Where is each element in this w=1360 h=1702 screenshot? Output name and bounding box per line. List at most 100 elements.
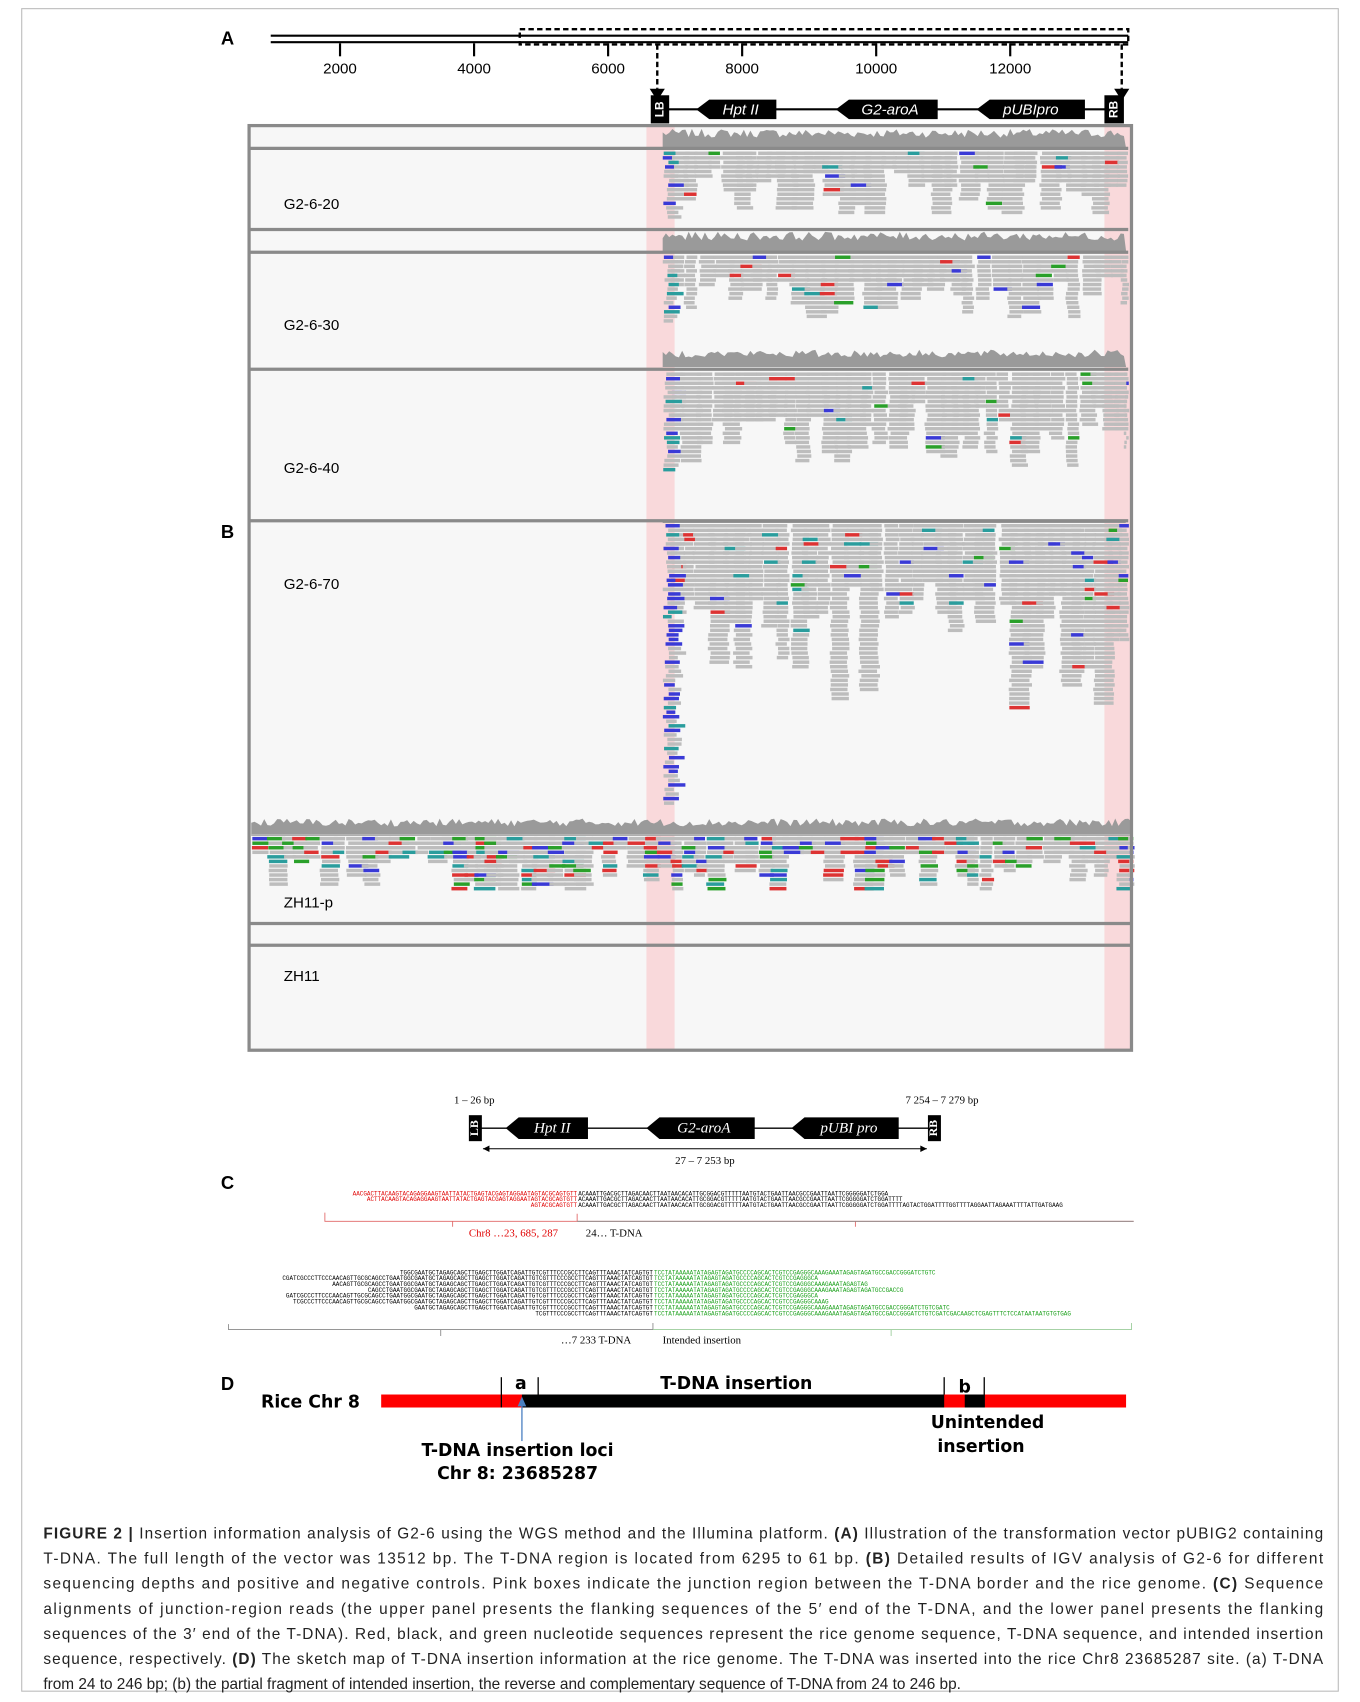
read <box>975 372 986 375</box>
read <box>844 547 861 550</box>
read <box>643 869 659 872</box>
read <box>1106 574 1119 577</box>
read <box>1034 395 1051 398</box>
read <box>890 873 906 876</box>
read <box>735 620 752 623</box>
read <box>667 274 677 277</box>
read <box>1072 638 1085 641</box>
read <box>797 418 811 421</box>
read <box>777 556 788 559</box>
region-label: a <box>515 1374 527 1394</box>
read <box>701 265 717 268</box>
read <box>1106 538 1119 541</box>
read <box>666 418 681 421</box>
read <box>830 660 847 663</box>
read <box>811 851 826 854</box>
read <box>428 860 447 863</box>
read <box>745 851 758 854</box>
read <box>820 296 837 299</box>
read <box>764 620 780 623</box>
read <box>795 377 809 380</box>
read <box>945 152 958 155</box>
read <box>885 606 899 609</box>
caption-line: sequences of the 3′ end of the T-DNA). R… <box>43 1626 1323 1643</box>
read <box>1007 283 1021 286</box>
read <box>869 551 882 554</box>
read <box>981 882 993 885</box>
read <box>772 864 789 867</box>
read <box>669 770 678 773</box>
read <box>362 864 378 867</box>
read <box>750 547 764 550</box>
read <box>988 174 1004 177</box>
read <box>1007 287 1021 290</box>
read <box>667 738 682 741</box>
read <box>293 855 308 858</box>
read <box>832 588 849 591</box>
read <box>986 404 997 407</box>
read <box>775 529 786 532</box>
read <box>696 413 711 416</box>
read <box>696 860 707 863</box>
read <box>1071 551 1084 554</box>
read <box>724 846 736 849</box>
read <box>786 409 797 412</box>
read <box>1096 274 1113 277</box>
read <box>736 610 753 613</box>
tick-label: 10000 <box>855 61 897 78</box>
read <box>665 665 679 668</box>
read <box>603 873 617 876</box>
read <box>974 606 994 609</box>
read <box>612 846 627 849</box>
read <box>860 377 871 380</box>
read <box>1084 651 1095 654</box>
read <box>870 547 883 550</box>
read <box>865 878 884 881</box>
read <box>945 161 958 164</box>
read <box>860 615 879 618</box>
read <box>775 642 786 645</box>
read <box>695 851 706 854</box>
read <box>791 638 807 641</box>
read <box>830 679 847 682</box>
read <box>699 260 715 263</box>
read <box>804 615 819 618</box>
read <box>1008 301 1022 304</box>
read <box>377 846 393 849</box>
read <box>320 869 338 872</box>
read <box>778 647 789 650</box>
read <box>987 427 998 430</box>
read <box>664 788 673 791</box>
read <box>708 638 728 641</box>
read <box>817 574 829 577</box>
range-label: 7 254 – 7 279 bp <box>906 1094 979 1106</box>
read <box>664 315 677 318</box>
read <box>1118 547 1128 550</box>
read <box>863 165 884 168</box>
read <box>668 583 683 586</box>
read <box>961 269 972 272</box>
track-label: G2-6-40 <box>284 460 340 477</box>
read <box>869 524 882 527</box>
read <box>736 601 753 604</box>
read <box>1037 287 1053 290</box>
read <box>888 436 907 439</box>
read <box>777 538 788 541</box>
read <box>1080 418 1096 421</box>
read <box>1071 529 1084 532</box>
read <box>996 377 1008 380</box>
read <box>885 579 899 582</box>
read <box>1095 674 1115 677</box>
read <box>1040 193 1060 196</box>
read <box>629 837 648 840</box>
read <box>882 156 897 159</box>
read <box>771 869 788 872</box>
read <box>683 533 694 536</box>
read <box>683 529 694 532</box>
read <box>1091 206 1108 209</box>
read <box>1010 454 1026 457</box>
read <box>762 588 778 591</box>
read <box>821 306 838 309</box>
read <box>1009 306 1023 309</box>
read <box>498 887 519 890</box>
